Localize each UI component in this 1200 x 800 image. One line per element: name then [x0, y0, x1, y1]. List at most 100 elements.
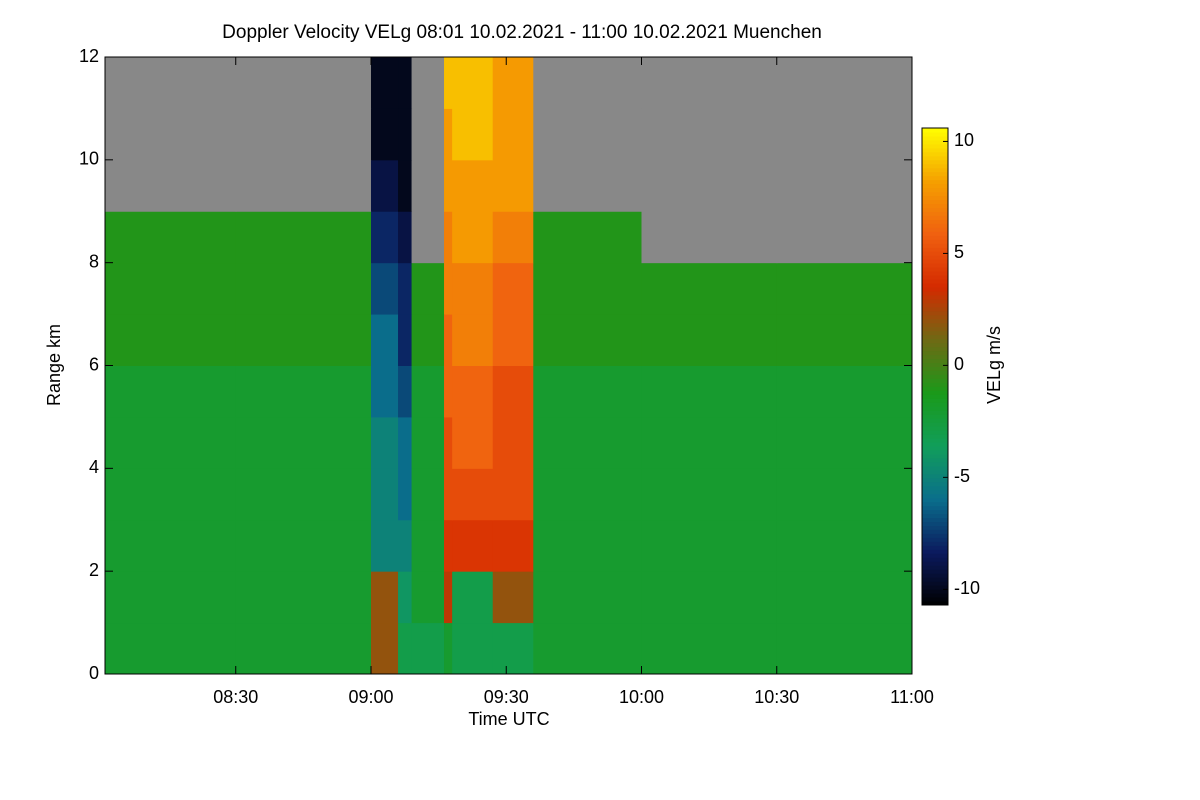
heatmap-cell [452, 211, 494, 264]
x-tick-label: 11:00 [890, 687, 934, 707]
heatmap-cell [235, 622, 372, 675]
heatmap-cell [452, 262, 494, 315]
colorbar-segment [922, 207, 948, 212]
colorbar-frame [921, 127, 949, 606]
colorbar-segment [922, 227, 948, 232]
colorbar-segment [922, 481, 948, 487]
colorbar-segment [922, 231, 948, 236]
colorbar-segment [922, 453, 948, 459]
heatmap-cell [452, 622, 494, 675]
colorbar-segment [922, 573, 948, 578]
colorbar-segment [922, 561, 948, 566]
chart-title: Doppler Velocity VELg 08:01 10.02.2021 -… [222, 22, 822, 43]
colorbar-segment [922, 465, 948, 471]
colorbar-segment [922, 128, 948, 133]
colorbar-segment [922, 553, 948, 558]
heatmap-cell [641, 211, 778, 264]
heatmap-cell [641, 622, 778, 675]
y-tick-label: 12 [79, 46, 99, 66]
colorbar-segment [922, 334, 948, 340]
heatmap-cell [641, 57, 778, 109]
x-axis-label: Time UTC [468, 709, 549, 729]
heatmap-cell [492, 519, 534, 572]
x-tick-label: 09:30 [484, 687, 529, 707]
y-axis-label: Range km [44, 324, 64, 406]
heatmap-cell [444, 108, 453, 161]
colorbar-segment [922, 593, 948, 598]
heatmap-cell [444, 571, 453, 624]
heatmap-cell [105, 211, 237, 264]
heatmap-cell [444, 365, 453, 418]
colorbar-segment [922, 533, 948, 538]
heatmap-cell [411, 314, 445, 366]
colorbar-segment [922, 147, 948, 153]
colorbar-tick-label: -5 [954, 466, 970, 486]
heatmap-cell [235, 57, 372, 109]
heatmap-cell [533, 159, 642, 212]
colorbar-segment [922, 581, 948, 586]
heatmap-cell [411, 262, 445, 315]
colorbar-segment [922, 493, 948, 499]
heatmap-cell [370, 622, 399, 675]
colorbar-segment [922, 294, 948, 300]
colorbar-segment [922, 557, 948, 562]
heatmap-cell [776, 211, 913, 264]
y-tick-label: 4 [89, 457, 99, 477]
colorbar-segment [922, 426, 948, 431]
heatmap-cell [398, 108, 413, 161]
heatmap-cell [452, 365, 494, 418]
colorbar-segment [922, 255, 948, 260]
colorbar-segment [922, 374, 948, 379]
heatmap-cell [452, 108, 494, 161]
heatmap-cell [533, 57, 642, 109]
colorbar-segment [922, 585, 948, 590]
heatmap-cell [492, 468, 534, 521]
heatmap-cell [235, 571, 372, 624]
colorbar-segment [922, 211, 948, 216]
heatmap-cell [105, 365, 237, 418]
heatmap-cell [411, 108, 445, 161]
colorbar-segment [922, 318, 948, 324]
colorbar-segment [922, 549, 948, 554]
heatmap-cell [641, 519, 778, 572]
colorbar-segment [922, 394, 948, 399]
heatmap-cell [411, 519, 445, 572]
colorbar-segment [922, 366, 948, 371]
colorbar-segment [922, 203, 948, 208]
colorbar-segment [922, 346, 948, 352]
colorbar-segment [922, 271, 948, 276]
heatmap-cell [776, 468, 913, 521]
heatmap-cell [398, 416, 413, 469]
colorbar-segment [922, 287, 948, 292]
heatmap-cell [641, 159, 778, 212]
colorbar-segment [922, 390, 948, 395]
heatmap-cell [533, 262, 642, 315]
heatmap-cell [492, 416, 534, 469]
heatmap-cell [370, 519, 399, 572]
y-tick-label: 8 [89, 251, 99, 271]
heatmap-cell [776, 314, 913, 366]
colorbar-segment [922, 489, 948, 495]
heatmap-cell [444, 314, 453, 366]
colorbar-segment [922, 151, 948, 157]
heatmap-cell [776, 416, 913, 469]
heatmap-cell [235, 365, 372, 418]
heatmap-cell [411, 571, 445, 624]
colorbar-segment [922, 251, 948, 256]
heatmap-cell [492, 211, 534, 264]
colorbar-segment [922, 406, 948, 411]
heatmap-cell [444, 622, 453, 675]
colorbar-segment [922, 497, 948, 503]
heatmap-cell [776, 159, 913, 212]
heatmap-cell [398, 262, 413, 315]
heatmap-cell [411, 365, 445, 418]
heatmap-cell [398, 519, 413, 572]
colorbar-segment [922, 525, 948, 530]
colorbar-tick-label: 10 [954, 130, 974, 150]
colorbar-segment [922, 350, 948, 356]
heatmap-cell [235, 262, 372, 315]
colorbar-segment [922, 219, 948, 224]
heatmap-cell [776, 365, 913, 418]
colorbar-segment [922, 131, 948, 137]
